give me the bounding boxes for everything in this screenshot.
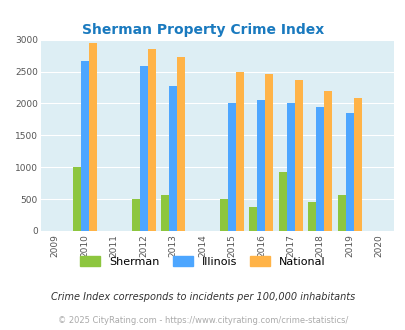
Text: Crime Index corresponds to incidents per 100,000 inhabitants: Crime Index corresponds to incidents per… (51, 292, 354, 302)
Bar (315, 107, 324, 231)
Bar (278, 172, 286, 231)
Bar (139, 66, 147, 231)
Bar (235, 72, 243, 231)
Bar (131, 199, 139, 231)
Bar (286, 103, 294, 231)
Bar (147, 49, 155, 231)
Bar (81, 61, 89, 231)
Bar (337, 195, 345, 231)
Bar (177, 57, 185, 231)
Bar (72, 167, 81, 231)
Bar (345, 113, 353, 231)
Bar (227, 103, 235, 231)
Bar (89, 44, 96, 231)
Legend: Sherman, Illinois, National: Sherman, Illinois, National (80, 256, 325, 267)
Bar (168, 86, 177, 231)
Text: © 2025 CityRating.com - https://www.cityrating.com/crime-statistics/: © 2025 CityRating.com - https://www.city… (58, 316, 347, 325)
Text: Sherman Property Crime Index: Sherman Property Crime Index (82, 23, 323, 37)
Bar (265, 74, 273, 231)
Bar (249, 207, 257, 231)
Bar (161, 195, 168, 231)
Bar (353, 98, 361, 231)
Bar (220, 199, 227, 231)
Bar (294, 81, 302, 231)
Bar (324, 91, 331, 231)
Bar (307, 202, 315, 231)
Bar (257, 100, 265, 231)
